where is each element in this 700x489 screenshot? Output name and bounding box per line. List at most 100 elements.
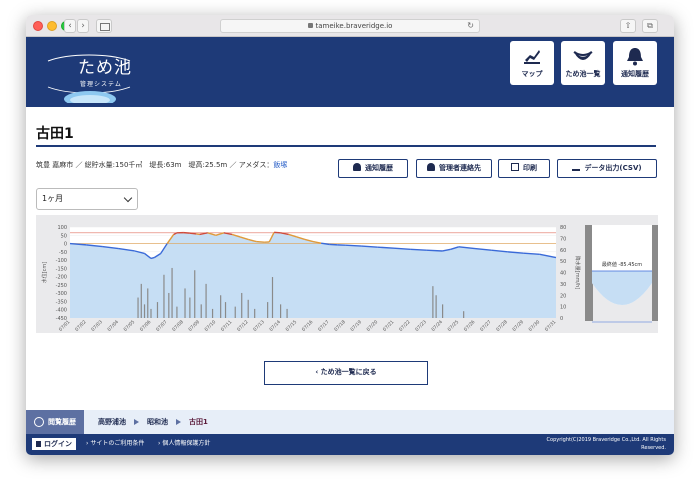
site-logo[interactable]: ため池 管理システム xyxy=(44,43,134,107)
right-tick-label: 80 xyxy=(560,225,566,231)
gauge-current-value: 最終値 -85.45cm xyxy=(602,261,642,268)
nav-notify-history-button[interactable]: 通知履歴 xyxy=(613,41,657,85)
water-level-segment xyxy=(150,256,155,260)
water-level-segment xyxy=(86,244,103,248)
login-label: ログイン xyxy=(44,440,72,448)
nav-pond-list-button[interactable]: ため池一覧 xyxy=(561,41,605,85)
privacy-link[interactable]: › 個人情報保護方針 xyxy=(158,440,211,447)
amedas-link[interactable]: 飯塚 xyxy=(273,161,288,169)
gauge-water xyxy=(592,271,652,305)
x-tick-label: 07/22 xyxy=(398,319,412,333)
right-tick-label: 20 xyxy=(560,293,566,299)
x-tick-label: 07/26 xyxy=(463,319,477,333)
water-level-segment xyxy=(458,246,476,250)
water-level-segment xyxy=(215,232,225,236)
rainfall-bar xyxy=(220,295,222,318)
logo-title: ため池 xyxy=(78,58,132,78)
left-tick-label: -50 xyxy=(59,250,67,256)
left-tick-label: -100 xyxy=(56,258,67,264)
tabs-overview-icon[interactable]: ⧉ xyxy=(642,19,658,33)
rainfall-bar xyxy=(140,283,142,318)
left-tick-label: 50 xyxy=(61,233,67,239)
water-level-segment xyxy=(410,248,427,251)
pond-list-icon xyxy=(573,51,593,60)
copyright-line-1: Copyright(C)2019 Braveridge Co.,Ltd. All… xyxy=(546,437,666,443)
x-tick-label: 07/07 xyxy=(155,319,169,333)
right-tick-label: 70 xyxy=(560,236,566,242)
rainfall-bar xyxy=(234,306,236,318)
x-tick-label: 07/17 xyxy=(317,319,331,333)
reload-icon[interactable]: ↻ xyxy=(467,21,474,30)
x-tick-label: 07/29 xyxy=(511,319,525,333)
water-level-segment xyxy=(442,248,451,252)
address-bar[interactable]: tameike.braveridge.io ↻ xyxy=(220,19,480,33)
back-chevron-icon[interactable]: ‹ xyxy=(64,19,76,33)
x-tick-label: 07/28 xyxy=(495,319,509,333)
page-title: 古田1 xyxy=(36,126,74,142)
water-level-segment xyxy=(377,246,395,249)
rainfall-bar xyxy=(247,299,249,318)
water-level-segment xyxy=(288,233,298,238)
water-level-chart: 100500-50-100-150-200-250-300-350-400-45… xyxy=(41,225,658,333)
export-csv-button[interactable]: データ出力(CSV) xyxy=(557,159,657,178)
gauge-right-wall xyxy=(652,225,658,321)
water-level-segment xyxy=(523,252,540,255)
rainfall-bar xyxy=(435,295,437,318)
right-tick-label: 30 xyxy=(560,282,566,288)
water-level-segment xyxy=(268,231,275,243)
manager-contact-button[interactable]: 管理者連絡先 xyxy=(416,159,492,178)
rainfall-bar xyxy=(137,297,139,318)
period-select-value: 1ヶ月 xyxy=(42,194,64,203)
print-button[interactable]: 印刷 xyxy=(498,159,550,178)
water-level-segment xyxy=(239,236,249,241)
minimize-window-button[interactable] xyxy=(47,21,57,31)
back-to-list-button[interactable]: ‹ ため池一覧に戻る xyxy=(264,361,428,385)
water-level-segment xyxy=(199,232,208,236)
back-to-list-label: ため池一覧に戻る xyxy=(320,368,377,376)
notify-history-button[interactable]: 通知履歴 xyxy=(338,159,408,178)
rainfall-bar xyxy=(147,288,149,318)
breadcrumb-item[interactable]: 高野浦池 xyxy=(98,418,126,426)
water-level-segment xyxy=(474,247,492,251)
x-tick-label: 07/27 xyxy=(479,319,493,333)
right-tick-label: 60 xyxy=(560,248,566,254)
breadcrumb-current: 古田1 xyxy=(189,418,208,426)
x-tick-label: 07/18 xyxy=(333,319,347,333)
right-tick-label: 10 xyxy=(560,305,566,311)
rainfall-bar xyxy=(171,267,173,318)
site-header: ため池 管理システム マップ ため池一覧 通知履歴 xyxy=(26,37,674,107)
nav-map-label: マップ xyxy=(521,70,543,78)
x-tick-label: 07/02 xyxy=(74,319,88,333)
x-tick-label: 07/04 xyxy=(106,319,120,333)
water-level-segment xyxy=(491,249,508,253)
left-tick-label: 100 xyxy=(57,225,67,231)
login-button[interactable]: ログイン xyxy=(32,438,76,450)
breadcrumb-separator-icon xyxy=(176,419,181,425)
right-axis-label: 降水量[mm/h] xyxy=(574,256,581,290)
x-tick-label: 07/10 xyxy=(204,319,218,333)
close-window-button[interactable] xyxy=(33,21,43,31)
water-level-segment xyxy=(321,242,330,246)
water-level-segment xyxy=(134,250,145,255)
period-select[interactable]: 1ヶ月 xyxy=(36,188,138,210)
sidebar-toggle-icon[interactable] xyxy=(96,19,112,33)
rainfall-bar xyxy=(280,304,282,318)
nav-map-button[interactable]: マップ xyxy=(510,41,554,85)
left-tick-label: -150 xyxy=(56,266,67,272)
rainfall-bar xyxy=(150,308,152,318)
terms-link[interactable]: › サイトのご利用条件 xyxy=(86,440,145,447)
terms-link-text: サイトのご利用条件 xyxy=(90,440,145,447)
share-icon[interactable]: ⇧ xyxy=(620,19,636,33)
browser-toolbar: ‹ › tameike.braveridge.io ↻ ⇧ ⧉ xyxy=(26,15,674,37)
nav-notify-history-label: 通知履歴 xyxy=(621,70,649,78)
forward-chevron-icon[interactable]: › xyxy=(77,19,89,33)
water-level-segment xyxy=(173,232,178,236)
x-tick-label: 07/23 xyxy=(414,319,428,333)
print-label: 印刷 xyxy=(523,164,537,172)
browser-window: ‹ › tameike.braveridge.io ↻ ⇧ ⧉ ため池 管理シス… xyxy=(26,15,674,455)
x-tick-label: 07/03 xyxy=(90,319,104,333)
x-tick-label: 07/09 xyxy=(187,319,201,333)
breadcrumb-item[interactable]: 昭和池 xyxy=(147,418,168,426)
water-level-segment xyxy=(223,232,233,236)
clock-icon xyxy=(34,417,44,427)
